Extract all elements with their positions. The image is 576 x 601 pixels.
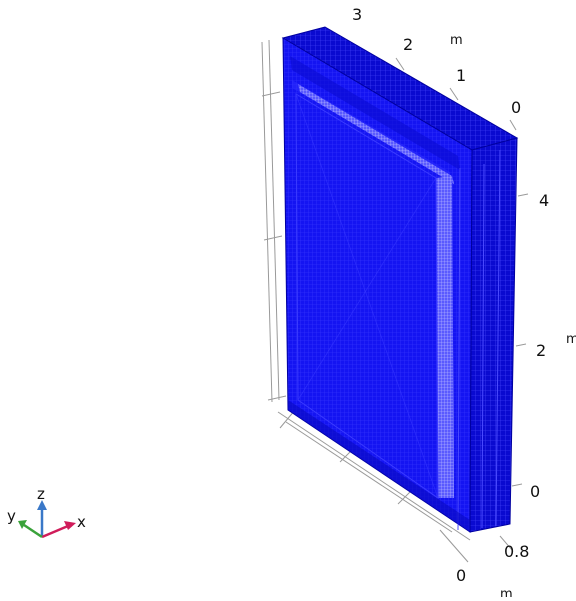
x-axis-arrow (41, 524, 69, 539)
coordinate-triad: z x y (7, 485, 86, 539)
y-axis-label: y (7, 507, 16, 525)
axis-labels: 3 2 m 1 0 4 m 2 0 0.8 0 m (352, 5, 576, 601)
right-tick-label: 0 (530, 482, 540, 501)
top-tick-label: 1 (456, 66, 466, 85)
mesh-geometry[interactable] (281, 26, 519, 533)
top-unit-label: m (450, 33, 463, 48)
x-axis-label: x (77, 513, 86, 531)
right-unit-label: m (566, 332, 576, 347)
bottom-unit-label: m (500, 587, 513, 597)
top-tick-label: 0 (511, 98, 521, 117)
top-tick-label: 2 (403, 35, 413, 54)
bottom-tick-label: 0.8 (504, 542, 529, 561)
y-axis-arrow (23, 523, 43, 539)
right-tick-label: 4 (539, 191, 549, 210)
bottom-tick-label: 0 (456, 566, 466, 585)
top-tick-label: 3 (352, 5, 362, 24)
z-axis-label: z (37, 485, 45, 503)
right-tick-label: 2 (536, 341, 546, 360)
